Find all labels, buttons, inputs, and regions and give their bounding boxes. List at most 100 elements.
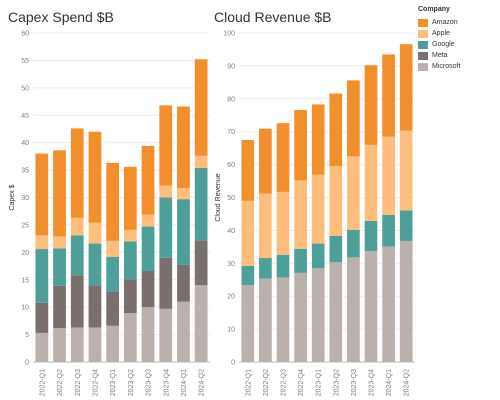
capex-bar-segment-microsoft [88, 327, 102, 362]
capex-x-tick-label: 2022-Q4 [92, 369, 99, 396]
capex-bar-segment-apple [177, 188, 190, 200]
capex-bar-segment-meta [88, 285, 102, 328]
cloud-x-tick-label: 2023-Q4 [369, 369, 376, 396]
cloud-bar-segment-amazon [241, 139, 255, 201]
capex-bar-segment-meta [53, 285, 66, 329]
capex-bar-segment-google [177, 199, 190, 265]
capex-y-axis-label: Capex $ [9, 184, 16, 210]
cloud-bar-segment-google [259, 258, 272, 279]
capex-bar-segment-microsoft [177, 301, 190, 362]
cloud-y-tick-label: 30 [227, 261, 235, 268]
capex-bar-segment-apple [88, 222, 102, 244]
capex-chart-title: Capex Spend $B [8, 9, 114, 25]
capex-y-tick-label: 0 [25, 360, 29, 367]
capex-bar-segment-google [159, 197, 173, 258]
capex-bar-segment-apple [70, 217, 84, 236]
cloud-bar-segment-google [311, 243, 325, 269]
legend-swatch [418, 18, 428, 27]
cloud-bar-segment-microsoft [399, 240, 413, 362]
capex-bar-segment-amazon [123, 166, 137, 230]
capex-bar-segment-apple [53, 236, 66, 249]
capex-bar-segment-meta [35, 302, 49, 333]
capex-bar-segment-microsoft [159, 308, 173, 362]
legend-label: Microsoft [432, 63, 461, 70]
cloud-bar-segment-apple [329, 166, 343, 236]
capex-bar-segment-amazon [35, 153, 49, 236]
capex-y-tick-label: 35 [21, 168, 29, 175]
capex-bar-segment-meta [177, 264, 190, 302]
cloud-x-tick-label: 2024-Q1 [386, 369, 393, 396]
legend-item-google: Google [418, 39, 460, 50]
capex-x-tick-label: 2022-Q3 [75, 369, 82, 396]
capex-y-tick-label: 55 [21, 58, 29, 65]
cloud-y-tick-label: 50 [227, 195, 235, 202]
legend-item-microsoft: Microsoft [418, 61, 460, 72]
capex-y-tick-label: 50 [21, 85, 29, 92]
cloud-bar-segment-microsoft [347, 257, 360, 362]
capex-bar-segment-microsoft [53, 328, 66, 362]
cloud-y-tick-label: 100 [223, 31, 235, 38]
legend-label: Apple [432, 30, 450, 37]
cloud-bar-segment-apple [399, 130, 413, 211]
capex-bar-segment-microsoft [70, 327, 84, 362]
cloud-bar-segment-apple [294, 180, 307, 249]
capex-bar-segment-microsoft [123, 313, 137, 362]
capex-bar-segment-apple [141, 214, 155, 227]
cloud-bar-segment-apple [347, 156, 360, 230]
cloud-bar-segment-amazon [382, 54, 395, 137]
cloud-x-tick-label: 2022-Q4 [298, 369, 305, 396]
cloud-y-tick-label: 60 [227, 162, 235, 169]
cloud-bar-segment-apple [276, 191, 290, 255]
cloud-bar-segment-apple [382, 136, 395, 215]
cloud-bar-segment-apple [364, 144, 378, 221]
capex-bar-segment-google [123, 241, 137, 280]
cloud-bar-segment-microsoft [382, 246, 395, 362]
capex-y-tick-label: 60 [21, 31, 29, 38]
legend-label: Meta [432, 52, 448, 59]
capex-bar-segment-google [106, 256, 120, 292]
cloud-bar-segment-apple [241, 200, 255, 266]
legend-item-meta: Meta [418, 50, 460, 61]
capex-bar-segment-meta [141, 270, 155, 308]
cloud-bar-segment-google [276, 254, 290, 278]
capex-bar-segment-amazon [141, 145, 155, 215]
capex-bar-segment-microsoft [35, 332, 49, 362]
capex-y-tick-label: 15 [21, 277, 29, 284]
legend-item-amazon: Amazon [418, 17, 460, 28]
capex-y-tick-label: 10 [21, 305, 29, 312]
cloud-x-tick-label: 2023-Q2 [333, 369, 340, 396]
capex-bar-segment-meta [159, 257, 173, 309]
cloud-bar-segment-microsoft [364, 251, 378, 362]
cloud-bar-segment-apple [259, 193, 272, 259]
capex-bar-segment-google [35, 249, 49, 303]
cloud-y-tick-label: 10 [227, 327, 235, 334]
capex-bar-segment-google [141, 226, 155, 271]
capex-bar-segment-google [70, 235, 84, 276]
capex-bar-segment-microsoft [106, 325, 120, 362]
legend-items: Amazon Apple Google Meta Microsoft [418, 17, 460, 72]
capex-bar-segment-apple [194, 155, 208, 168]
capex-bar-segment-amazon [177, 106, 190, 189]
capex-bar-segment-amazon [194, 59, 208, 156]
capex-y-tick-label: 20 [21, 250, 29, 257]
cloud-bar-segment-google [382, 214, 395, 247]
cloud-bar-segment-google [399, 210, 413, 241]
cloud-bar-segment-amazon [329, 93, 343, 167]
capex-bar-segment-amazon [159, 105, 173, 186]
capex-bar-segment-apple [106, 240, 120, 257]
cloud-bar-segment-microsoft [329, 262, 343, 362]
cloud-bar-segment-microsoft [259, 278, 272, 362]
cloud-bar-segment-amazon [259, 128, 272, 194]
legend-label: Google [432, 41, 455, 48]
capex-y-tick-label: 30 [21, 195, 29, 202]
legend-swatch [418, 29, 428, 38]
capex-bar-segment-amazon [53, 150, 66, 237]
capex-y-tick-label: 25 [21, 222, 29, 229]
capex-y-tick-label: 45 [21, 113, 29, 120]
cloud-y-tick-label: 70 [227, 129, 235, 136]
capex-bar-segment-microsoft [141, 307, 155, 362]
cloud-bar-segment-google [347, 229, 360, 258]
cloud-bar-segment-amazon [276, 123, 290, 192]
capex-bar-segment-amazon [106, 162, 120, 241]
